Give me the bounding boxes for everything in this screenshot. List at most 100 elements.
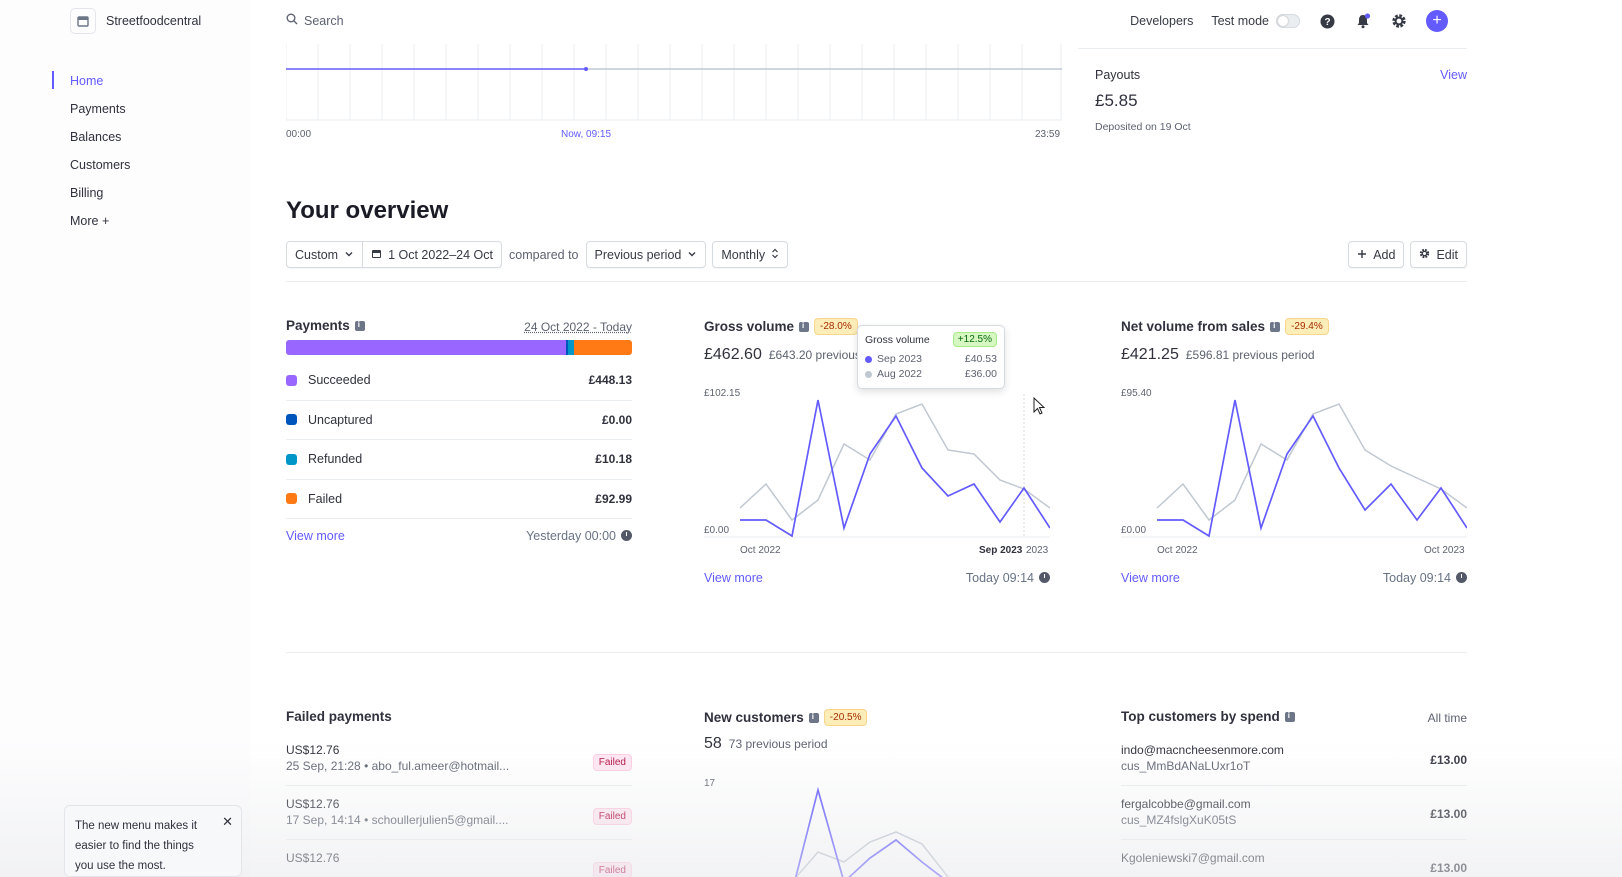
overview-filters: Custom 1 Oct 2022–24 Oct compared to Pre… [286, 241, 789, 268]
new-customers-chart[interactable] [704, 782, 1050, 877]
payouts-view-link[interactable]: View [1440, 68, 1467, 82]
account-name: Streetfoodcentral [106, 14, 202, 28]
gross-volume-title: Gross volume [704, 319, 795, 334]
tooltip-change-badge: +12.5% [952, 332, 997, 347]
updated-text: Yesterday 00:00 [526, 529, 616, 543]
store-icon [70, 8, 96, 34]
compared-to-label: compared to [509, 247, 579, 262]
payments-view-more-link[interactable]: View more [286, 529, 345, 543]
interval-select[interactable]: Monthly [712, 241, 789, 268]
top-customer-row[interactable]: Kgoleniewski7@gmail.com £13.00 [1121, 840, 1467, 877]
gross-volume-view-more-link[interactable]: View more [704, 571, 763, 585]
failed-status-badge: Failed [592, 808, 632, 825]
gross-volume-summary: £462.60 £643.20 previous [704, 346, 1050, 364]
payments-row-failed[interactable]: Failed £92.99 [286, 480, 632, 519]
info-icon[interactable] [799, 321, 810, 332]
bar-segment-succeeded [286, 340, 567, 355]
customer-spend: £13.00 [1430, 807, 1467, 821]
updated-text: Today 09:14 [965, 571, 1034, 585]
payments-updated: Yesterday 00:00 [526, 529, 632, 543]
payments-row-refunded[interactable]: Refunded £10.18 [286, 440, 632, 480]
failed-payment-row[interactable]: US$12.76 Failed [286, 840, 632, 877]
top-customers-list: indo@macncheesenmore.com cus_MmBdANaLUxr… [1121, 732, 1467, 877]
sidebar-item-customers[interactable]: Customers [70, 158, 131, 172]
row-value: £0.00 [601, 412, 632, 427]
sidebar-item-home[interactable]: Home [52, 70, 130, 98]
tooltip-row-label: Sep 2023 [877, 353, 922, 365]
legend-dot [286, 374, 297, 386]
series-dot [865, 355, 872, 363]
tooltip-row-value: £40.53 [964, 353, 997, 365]
sidebar-item-billing[interactable]: Billing [70, 186, 104, 200]
comparison-select[interactable]: Previous period [585, 241, 707, 268]
customer-spend: £13.00 [1430, 861, 1467, 875]
test-mode-control[interactable]: Test mode [1211, 14, 1300, 28]
failed-payment-row[interactable]: US$12.76 25 Sep, 21:28 • abo_ful.ameer@h… [286, 732, 632, 786]
info-icon[interactable] [1284, 711, 1295, 722]
gross-volume-y-min: £0.00 [704, 525, 730, 536]
top-customers-title: Top customers by spend [1121, 709, 1280, 724]
account-switcher[interactable]: Streetfoodcentral [70, 8, 201, 34]
new-customers-change-badge: -20.5% [823, 709, 868, 726]
new-customers-card: New customers -20.5% 58 73 previous peri… [704, 709, 1050, 753]
bar-segment-uncaptured [566, 340, 568, 355]
new-customers-summary: 58 73 previous period [704, 735, 1050, 753]
info-icon[interactable] [808, 712, 819, 723]
payments-date-range[interactable]: 24 Oct 2022 - Today [524, 320, 632, 334]
calendar-icon [371, 248, 382, 262]
settings-gear-icon[interactable] [1390, 12, 1408, 30]
payments-row-uncaptured[interactable]: Uncaptured £0.00 [286, 401, 632, 440]
add-chart-button[interactable]: Add [1348, 241, 1405, 268]
date-range-picker[interactable]: 1 Oct 2022–24 Oct [363, 241, 503, 268]
payments-row-succeeded[interactable]: Succeeded £448.13 [286, 361, 632, 401]
net-volume-y-min: £0.00 [1121, 525, 1147, 536]
edit-overview-button[interactable]: Edit [1410, 241, 1467, 268]
row-label: Uncaptured [308, 412, 373, 427]
net-volume-summary: £421.25 £596.81 previous period [1121, 346, 1467, 364]
info-icon[interactable] [354, 320, 365, 331]
gross-volume-card: Gross volume -28.0% £462.60 £643.20 prev… [704, 318, 1050, 364]
info-icon[interactable] [1270, 321, 1281, 332]
sidebar-nav: Home Payments Balances Customers Billing… [52, 70, 130, 238]
top-customer-row[interactable]: indo@macncheesenmore.com cus_MmBdANaLUxr… [1121, 732, 1467, 786]
today-chart-svg [285, 44, 1062, 121]
top-customer-row[interactable]: fergalcobbe@gmail.com cus_MZ4fslgXuK05tS… [1121, 786, 1467, 840]
updated-text: Today 09:14 [1382, 571, 1451, 585]
failed-payment-meta: 25 Sep, 21:28 • abo_ful.ameer@hotmail... [286, 759, 510, 773]
test-mode-toggle[interactable] [1276, 14, 1300, 28]
help-icon[interactable]: ? [1318, 12, 1336, 30]
developers-link[interactable]: Developers [1130, 14, 1194, 28]
new-customers-previous: 73 previous period [728, 737, 828, 751]
sidebar-item-more[interactable]: More + [70, 214, 110, 228]
new-customers-title: New customers [704, 710, 804, 725]
legend-dot [286, 453, 297, 465]
net-volume-card: Net volume from sales -29.4% £421.25 £59… [1121, 318, 1467, 364]
svg-text:?: ? [1324, 17, 1330, 28]
overview-actions: Add Edit [1348, 241, 1467, 268]
close-icon[interactable]: ✕ [222, 814, 233, 829]
sidebar-item-balances[interactable]: Balances [70, 130, 122, 144]
bar-segment-failed [573, 340, 632, 355]
plus-icon [1357, 248, 1367, 262]
failed-payment-meta: 17 Sep, 14:14 • schoullerjulien5@gmail..… [286, 813, 509, 827]
top-customers-title-row: Top customers by spend [1121, 709, 1467, 724]
search-input[interactable]: Search [286, 13, 344, 28]
sidebar-item-payments[interactable]: Payments [70, 102, 126, 116]
today-chart [285, 44, 1062, 121]
row-label: Failed [308, 491, 343, 506]
failed-payment-row[interactable]: US$12.76 17 Sep, 14:14 • schoullerjulien… [286, 786, 632, 840]
gross-volume-chart[interactable] [704, 392, 1050, 540]
net-volume-chart[interactable] [1121, 392, 1467, 540]
net-volume-view-more-link[interactable]: View more [1121, 571, 1180, 585]
create-plus-button[interactable]: + [1426, 10, 1448, 32]
notifications-icon[interactable] [1354, 12, 1372, 30]
failed-payment-amount: US$12.76 [286, 743, 340, 757]
range-type-select[interactable]: Custom [286, 241, 364, 268]
net-volume-y-max: £95.40 [1121, 388, 1152, 399]
add-label: Add [1373, 247, 1396, 262]
row-value: £448.13 [588, 373, 632, 388]
net-volume-previous: £596.81 previous period [1185, 348, 1315, 362]
toast-text: The new menu makes it easier to find the… [75, 820, 198, 872]
top-customers-range: All time [1427, 711, 1467, 725]
gross-volume-x-start: Oct 2022 [740, 545, 781, 556]
